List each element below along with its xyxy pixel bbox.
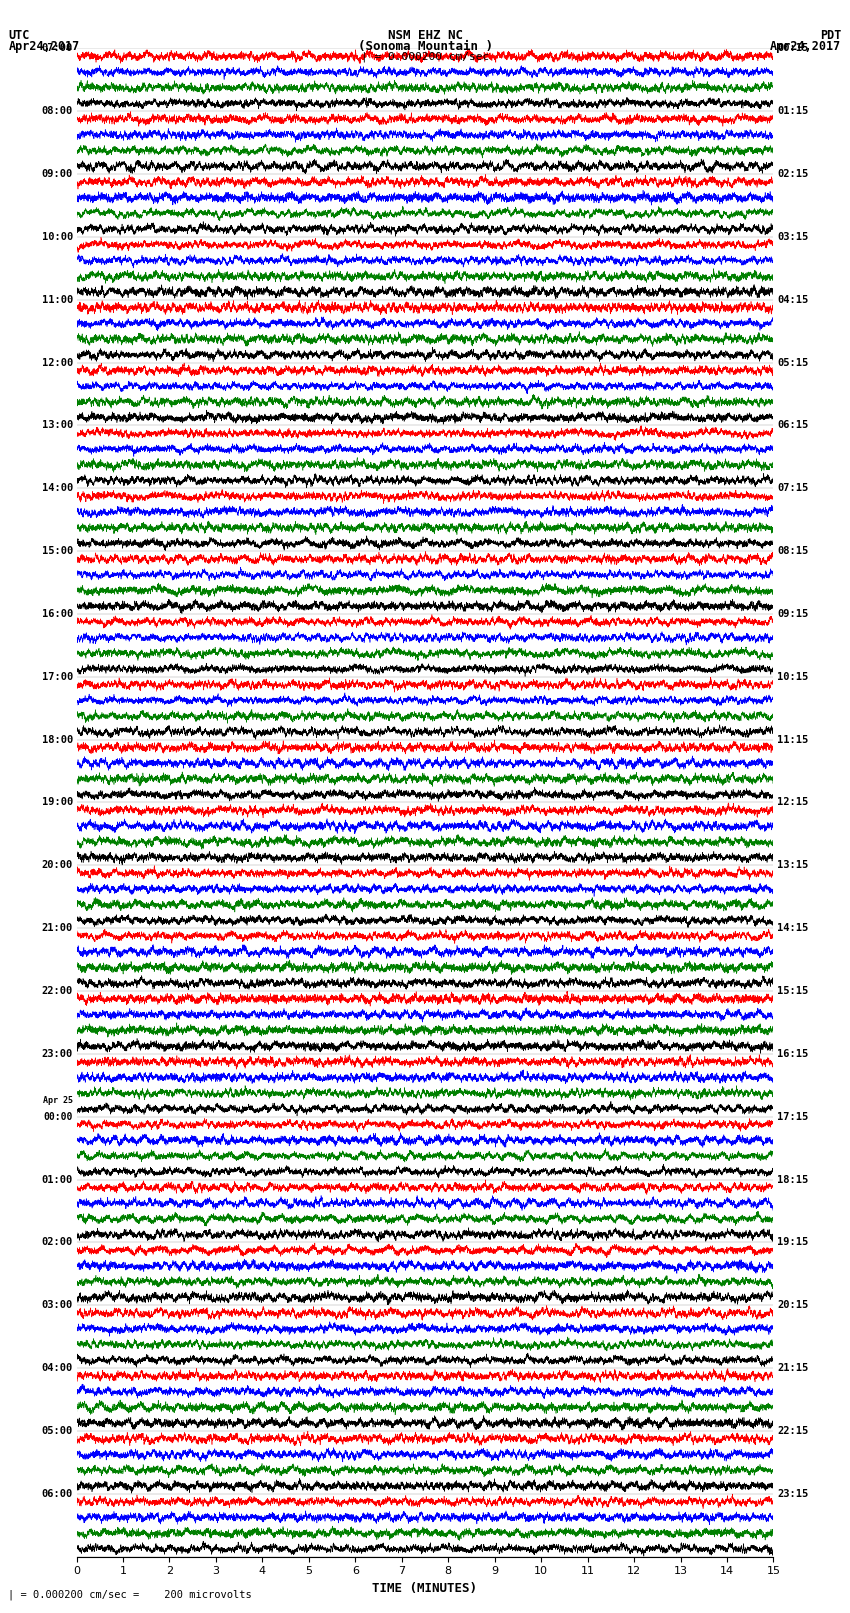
- Text: | = 0.000200 cm/sec: | = 0.000200 cm/sec: [361, 52, 489, 63]
- Text: 01:15: 01:15: [777, 106, 808, 116]
- Text: 11:00: 11:00: [42, 295, 73, 305]
- Text: 16:00: 16:00: [42, 610, 73, 619]
- Text: 05:15: 05:15: [777, 358, 808, 368]
- Text: 18:00: 18:00: [42, 734, 73, 745]
- Text: 14:15: 14:15: [777, 923, 808, 934]
- Text: 02:15: 02:15: [777, 169, 808, 179]
- Text: PDT: PDT: [820, 29, 842, 42]
- Text: 06:15: 06:15: [777, 421, 808, 431]
- Text: 17:00: 17:00: [42, 671, 73, 682]
- Text: 06:00: 06:00: [42, 1489, 73, 1498]
- Text: 07:15: 07:15: [777, 484, 808, 494]
- X-axis label: TIME (MINUTES): TIME (MINUTES): [372, 1582, 478, 1595]
- Text: 07:00: 07:00: [42, 44, 73, 53]
- Text: 13:00: 13:00: [42, 421, 73, 431]
- Text: (Sonoma Mountain ): (Sonoma Mountain ): [358, 40, 492, 53]
- Text: 22:00: 22:00: [42, 986, 73, 995]
- Text: 12:15: 12:15: [777, 797, 808, 808]
- Text: 15:00: 15:00: [42, 547, 73, 556]
- Text: 03:15: 03:15: [777, 232, 808, 242]
- Text: 23:15: 23:15: [777, 1489, 808, 1498]
- Text: 08:00: 08:00: [42, 106, 73, 116]
- Text: 04:00: 04:00: [42, 1363, 73, 1373]
- Text: 20:00: 20:00: [42, 860, 73, 871]
- Text: 19:15: 19:15: [777, 1237, 808, 1247]
- Text: 22:15: 22:15: [777, 1426, 808, 1436]
- Text: 00:15: 00:15: [777, 44, 808, 53]
- Text: 19:00: 19:00: [42, 797, 73, 808]
- Text: 18:15: 18:15: [777, 1174, 808, 1184]
- Text: 10:00: 10:00: [42, 232, 73, 242]
- Text: 08:15: 08:15: [777, 547, 808, 556]
- Text: Apr 25: Apr 25: [43, 1095, 73, 1105]
- Text: 23:00: 23:00: [42, 1048, 73, 1058]
- Text: | = 0.000200 cm/sec =    200 microvolts: | = 0.000200 cm/sec = 200 microvolts: [8, 1589, 252, 1600]
- Text: 20:15: 20:15: [777, 1300, 808, 1310]
- Text: 00:00: 00:00: [43, 1111, 73, 1121]
- Text: Apr24,2017: Apr24,2017: [8, 40, 80, 53]
- Text: 10:15: 10:15: [777, 671, 808, 682]
- Text: UTC: UTC: [8, 29, 30, 42]
- Text: NSM EHZ NC: NSM EHZ NC: [388, 29, 462, 42]
- Text: 09:15: 09:15: [777, 610, 808, 619]
- Text: 04:15: 04:15: [777, 295, 808, 305]
- Text: 17:15: 17:15: [777, 1111, 808, 1121]
- Text: 14:00: 14:00: [42, 484, 73, 494]
- Text: 13:15: 13:15: [777, 860, 808, 871]
- Text: 21:00: 21:00: [42, 923, 73, 934]
- Text: 21:15: 21:15: [777, 1363, 808, 1373]
- Text: 05:00: 05:00: [42, 1426, 73, 1436]
- Text: 16:15: 16:15: [777, 1048, 808, 1058]
- Text: 03:00: 03:00: [42, 1300, 73, 1310]
- Text: 11:15: 11:15: [777, 734, 808, 745]
- Text: 01:00: 01:00: [42, 1174, 73, 1184]
- Text: Apr24,2017: Apr24,2017: [770, 40, 842, 53]
- Text: 09:00: 09:00: [42, 169, 73, 179]
- Text: 02:00: 02:00: [42, 1237, 73, 1247]
- Text: 12:00: 12:00: [42, 358, 73, 368]
- Text: 15:15: 15:15: [777, 986, 808, 995]
